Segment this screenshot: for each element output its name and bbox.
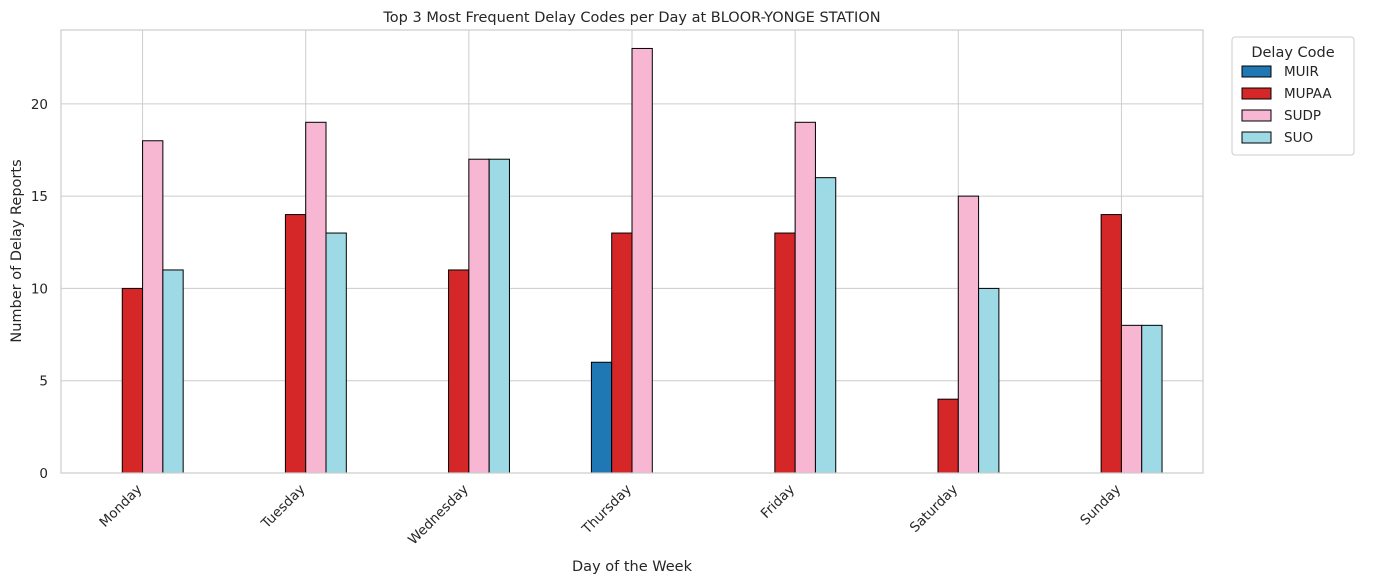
legend-label: SUDP bbox=[1284, 108, 1321, 124]
bar-suo-sunday bbox=[1141, 324, 1163, 474]
bar-mupaa-friday bbox=[774, 232, 796, 474]
legend-swatch bbox=[1241, 131, 1272, 144]
bar-mupaa-thursday bbox=[611, 232, 633, 474]
legend-swatch bbox=[1241, 65, 1272, 78]
y-ticks: 0 5 10 15 20 bbox=[31, 97, 48, 482]
legend: Delay Code MUIR MUPAA SUDP SUO bbox=[1231, 36, 1355, 156]
bar-sudp-monday bbox=[142, 140, 164, 474]
bar-sudp-wednesday bbox=[468, 158, 490, 474]
bar-suo-wednesday bbox=[488, 158, 510, 474]
bar-muir-thursday bbox=[590, 361, 613, 474]
chart-title: Top 3 Most Frequent Delay Codes per Day … bbox=[382, 10, 880, 26]
legend-swatch bbox=[1241, 87, 1272, 100]
bar-suo-monday bbox=[162, 269, 184, 474]
bar-sudp-thursday bbox=[631, 47, 653, 474]
bar-sudp-friday bbox=[794, 121, 816, 474]
bar-mupaa-tuesday bbox=[284, 214, 307, 474]
bar-mupaa-saturday bbox=[937, 398, 959, 474]
x-tick-label: Wednesday bbox=[405, 482, 472, 549]
plot-frame bbox=[60, 29, 1204, 474]
bar-mupaa-wednesday bbox=[448, 269, 470, 474]
y-tick-label: 0 bbox=[39, 466, 48, 482]
bar-mupaa-monday bbox=[121, 287, 144, 474]
bar-sudp-tuesday bbox=[305, 121, 327, 474]
y-tick-label: 20 bbox=[31, 97, 48, 113]
bar-suo-saturday bbox=[978, 287, 1000, 474]
y-tick-label: 10 bbox=[31, 281, 48, 297]
x-tick-label: Monday bbox=[96, 482, 145, 531]
x-tick-label: Friday bbox=[758, 482, 798, 522]
bar-suo-tuesday bbox=[325, 232, 347, 474]
legend-swatch bbox=[1241, 109, 1272, 122]
x-tick-label: Sunday bbox=[1077, 482, 1124, 529]
x-tick-label: Thursday bbox=[578, 482, 634, 538]
legend-label: MUIR bbox=[1284, 64, 1319, 80]
x-tick-label: Tuesday bbox=[258, 482, 309, 533]
x-axis-label: Day of the Week bbox=[572, 559, 693, 575]
bar-suo-friday bbox=[814, 177, 837, 474]
y-axis-label: Number of Delay Reports bbox=[9, 159, 25, 342]
bar-mupaa-sunday bbox=[1100, 214, 1122, 474]
bar-sudp-saturday bbox=[957, 195, 980, 474]
bars bbox=[121, 47, 1163, 474]
y-tick-label: 5 bbox=[39, 374, 48, 390]
y-tick-label: 15 bbox=[31, 189, 48, 205]
x-tick-label: Saturday bbox=[907, 482, 961, 536]
legend-title: Delay Code bbox=[1251, 45, 1334, 61]
legend-label: MUPAA bbox=[1284, 86, 1332, 102]
legend-label: SUO bbox=[1284, 130, 1313, 146]
x-ticks: Monday Tuesday Wednesday Thursday Friday Satu… bbox=[96, 482, 1124, 549]
bar-sudp-sunday bbox=[1120, 324, 1143, 474]
